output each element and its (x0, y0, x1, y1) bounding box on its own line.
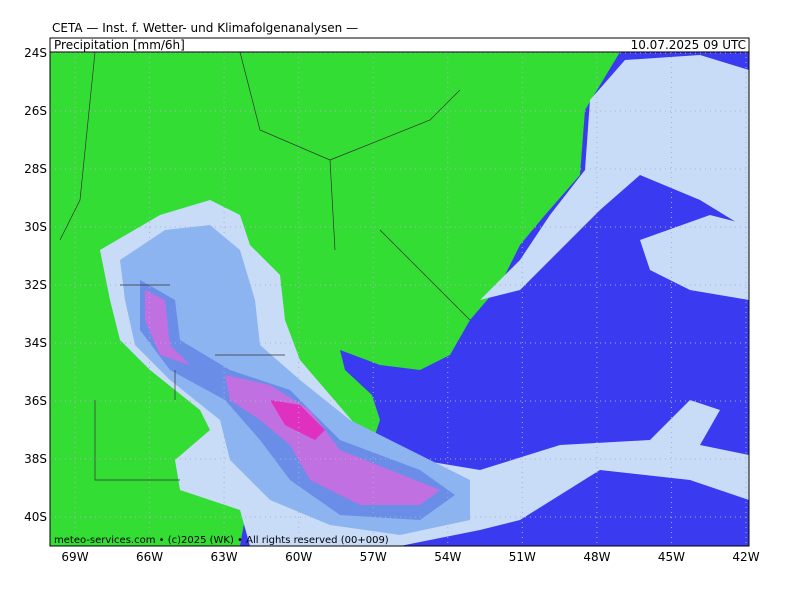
lat-label: 32S (24, 278, 47, 292)
axis-labels: 24S 26S 28S 30S 32S 34S 36S 38S 40S 69W 66W 63W 60W 5… (24, 46, 760, 564)
precip-light (640, 215, 749, 300)
map (49, 51, 750, 547)
lon-label: 45W (658, 550, 685, 564)
lon-label: 48W (583, 550, 610, 564)
lon-label: 63W (211, 550, 238, 564)
lon-label: 54W (434, 550, 461, 564)
lon-label: 69W (61, 550, 88, 564)
lon-label: 60W (285, 550, 312, 564)
variable-label: Precipitation [mm/6h] (54, 38, 185, 52)
lat-label: 26S (24, 104, 47, 118)
lon-label: 42W (732, 550, 759, 564)
lat-label: 28S (24, 162, 47, 176)
lat-label: 38S (24, 452, 47, 466)
precip-light (480, 400, 749, 530)
borders (59, 52, 471, 481)
lat-label: 30S (24, 220, 47, 234)
valid-time: 10.07.2025 09 UTC (631, 38, 746, 52)
precip-very-heavy (145, 290, 190, 365)
header-title: CETA — Inst. f. Wetter- und Klimafolgena… (52, 21, 358, 35)
precip-extreme (270, 400, 325, 440)
lon-label: 57W (360, 550, 387, 564)
lon-label: 51W (509, 550, 536, 564)
lat-label: 36S (24, 394, 47, 408)
lat-label: 40S (24, 510, 47, 524)
precip-light (480, 55, 749, 300)
lat-label: 34S (24, 336, 47, 350)
footer: meteo-services.com • (c)2025 (WK) • All … (54, 535, 389, 546)
lon-label: 66W (136, 550, 163, 564)
precip-heavy (140, 280, 455, 520)
lat-label: 24S (24, 46, 47, 60)
map-frame (49, 51, 750, 547)
